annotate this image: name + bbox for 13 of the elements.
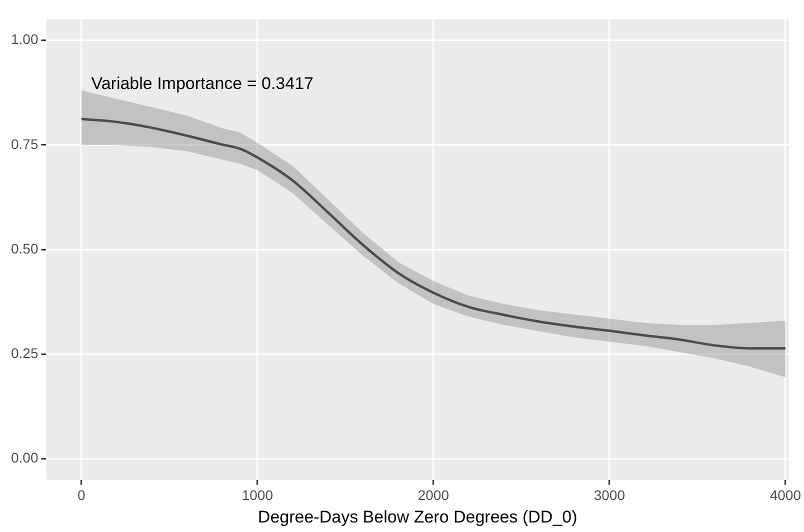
y-tick-label: 0.50 xyxy=(11,240,38,256)
annotation: Variable Importance = 0.3417 xyxy=(91,74,314,94)
y-tick-label: 0.00 xyxy=(11,450,38,466)
x-tick-label: 3000 xyxy=(594,487,626,504)
x-tick-label: 2000 xyxy=(418,487,450,504)
y-tick-label: 0.75 xyxy=(11,136,38,152)
y-tick-label: 1.00 xyxy=(11,31,38,48)
line-series xyxy=(80,118,787,350)
x-tick-label: 0 xyxy=(78,487,86,504)
x-tick-label: 1000 xyxy=(242,487,274,504)
x-axis-title: Degree-Days Below Zero Degrees (DD_0) xyxy=(258,507,578,526)
x-tick-label: 4000 xyxy=(770,487,802,504)
y-tick-label: 0.25 xyxy=(11,345,38,362)
